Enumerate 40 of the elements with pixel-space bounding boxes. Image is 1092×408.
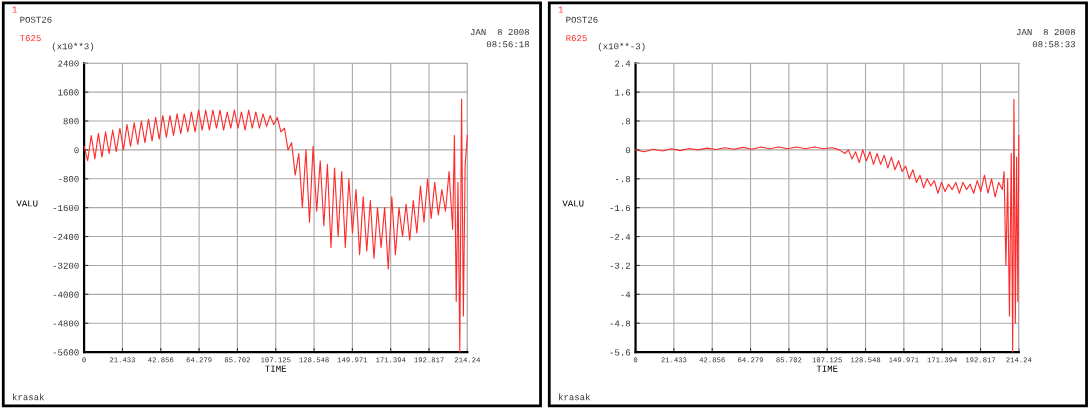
y-tick-label: 0	[74, 147, 79, 154]
y-tick-label: 2400	[58, 60, 79, 67]
y-tick-label: -4800	[53, 320, 79, 327]
text: krasak	[559, 393, 591, 401]
y-tick-label: -3.2	[610, 262, 631, 269]
y-tick-label: -1600	[53, 204, 79, 212]
y-tick-label: 0	[625, 147, 631, 154]
text: (x10**-3)	[598, 42, 645, 52]
y-tick-label: -2.4	[610, 233, 631, 240]
text: JAN 8 2008	[1016, 28, 1076, 36]
y-tick-label: -2400	[53, 233, 79, 240]
text: 08:56:18	[486, 41, 530, 48]
text: R625	[566, 35, 587, 42]
y-tick-label: -4.8	[610, 320, 631, 327]
text: POST26	[566, 16, 598, 23]
x-axis-title: TIME	[265, 365, 287, 372]
y-tick-label: 1.6	[615, 89, 631, 96]
y-axis-title: VALU	[16, 200, 38, 207]
text: krasak	[13, 393, 45, 401]
x-axis-title: TIME	[816, 365, 838, 372]
y-tick-label: 2.4	[615, 60, 631, 67]
text: T625	[19, 35, 41, 42]
text: JAN 8 2008	[470, 28, 530, 36]
y-tick-label: .8	[622, 118, 631, 125]
y-tick-label: -5600	[53, 349, 79, 356]
text: 08:58:33	[1032, 41, 1076, 48]
text: POST26	[20, 16, 52, 23]
y-tick-label: -800	[59, 176, 79, 183]
text: (x10**3)	[52, 42, 94, 52]
y-tick-label: -.8	[615, 176, 631, 183]
y-axis-title: VALU	[562, 200, 584, 207]
y-tick-label: 1600	[58, 89, 79, 96]
y-tick-label: -4	[621, 291, 631, 298]
y-tick-label: -5.6	[610, 349, 631, 356]
y-tick-label: -4000	[53, 291, 79, 298]
y-tick-label: 800	[63, 118, 79, 125]
y-tick-label: -3200	[53, 262, 79, 269]
text: 1	[12, 6, 17, 13]
text: 1	[558, 6, 563, 13]
y-tick-label: -1.6	[610, 204, 631, 212]
